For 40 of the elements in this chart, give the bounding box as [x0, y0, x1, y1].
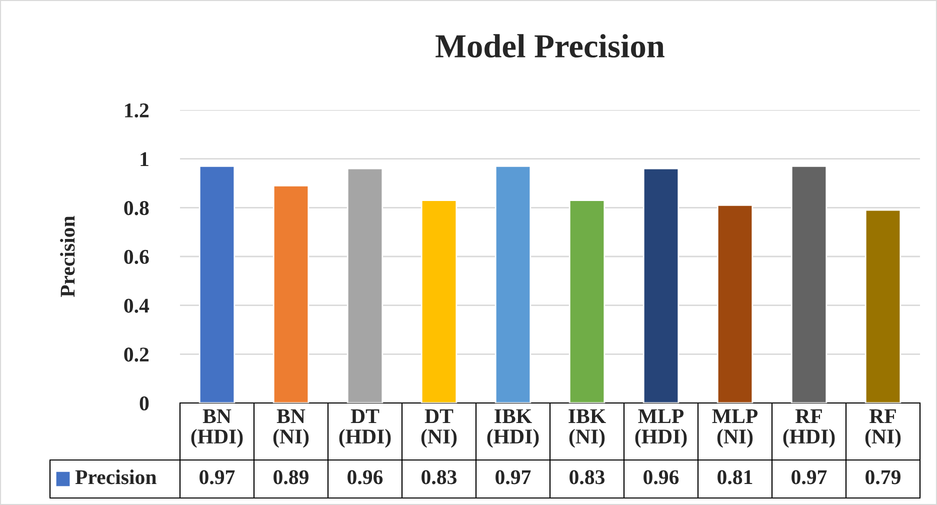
bar: [420, 200, 458, 403]
data-label: 0.89: [274, 470, 308, 484]
data-label: 0.96: [644, 470, 679, 484]
x-tick-label: DT (NI): [421, 409, 457, 448]
bar: [198, 165, 236, 403]
x-tick-label: RF (NI): [865, 409, 901, 448]
y-axis-title: Precision: [60, 216, 75, 298]
bar: [864, 209, 902, 403]
bar: [272, 184, 310, 403]
y-tick-label: 0.4: [124, 298, 150, 313]
bar: [716, 204, 754, 403]
y-tick-label: 0.2: [124, 348, 149, 362]
y-tick-label: 0.6: [124, 250, 149, 264]
x-tick-label: MLP (NI): [712, 409, 758, 448]
x-tick-label: BN (HDI): [191, 409, 243, 448]
bar: [790, 165, 828, 403]
data-label: 0.96: [348, 470, 383, 484]
legend-label: Precision: [75, 470, 156, 484]
y-tick-label: 1: [140, 152, 148, 166]
x-tick-label: IBK (HDI): [487, 409, 539, 448]
x-tick-label: MLP (HDI): [635, 409, 687, 448]
data-label: 0.83: [422, 470, 457, 484]
y-tick-label: 0.8: [124, 201, 149, 216]
data-label: 0.83: [570, 470, 605, 484]
bar: [568, 200, 606, 403]
x-tick-label: DT (HDI): [339, 409, 391, 448]
y-tick-label: 0: [140, 396, 149, 410]
data-label: 0.79: [866, 470, 900, 484]
x-tick-label: BN (NI): [273, 409, 309, 448]
bar: [346, 168, 384, 403]
x-tick-label: RF (HDI): [783, 409, 835, 448]
data-label: 0.97: [496, 470, 531, 484]
x-tick-label: IBK (NI): [568, 409, 606, 448]
data-label: 0.97: [792, 470, 827, 484]
chart-title: Model Precision: [436, 34, 664, 58]
bar: [494, 165, 532, 403]
y-tick-label: 1.2: [125, 103, 149, 118]
bar: [642, 168, 680, 403]
data-label: 0.81: [718, 470, 752, 484]
data-label: 0.97: [200, 470, 235, 484]
